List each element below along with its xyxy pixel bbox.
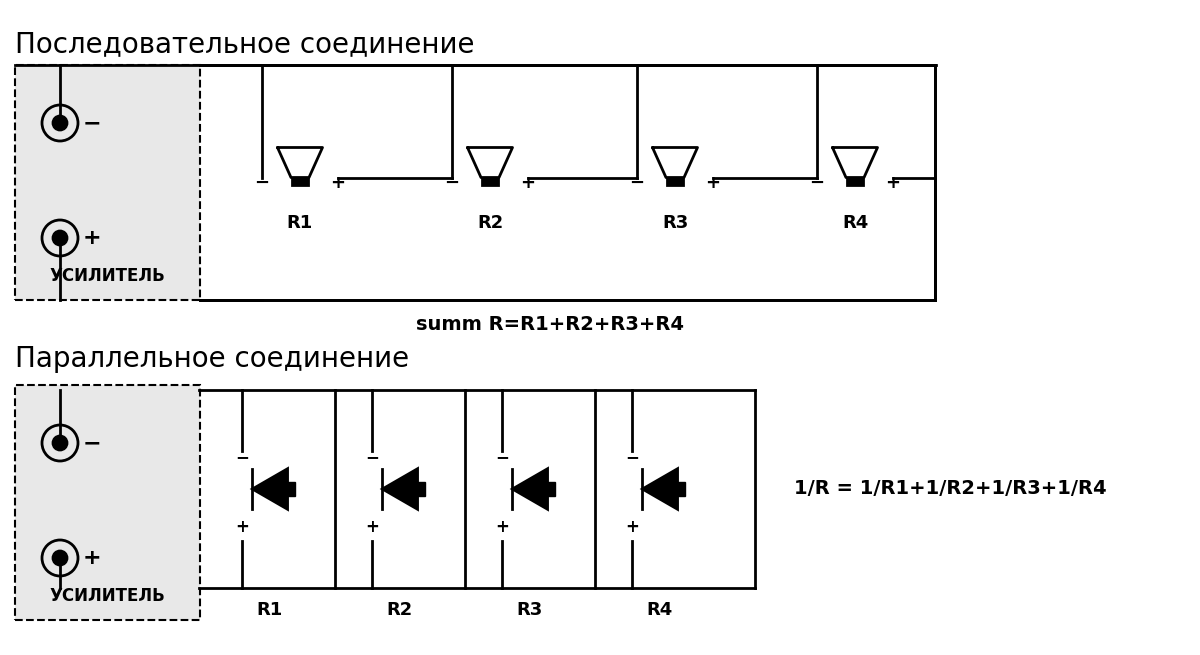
- Text: R2: R2: [386, 601, 413, 619]
- Text: +: +: [83, 228, 101, 248]
- FancyBboxPatch shape: [14, 385, 200, 620]
- Text: −: −: [235, 448, 248, 466]
- Text: R1: R1: [287, 214, 313, 231]
- Text: R1: R1: [257, 601, 283, 619]
- Text: −: −: [365, 448, 379, 466]
- Text: −: −: [83, 113, 101, 133]
- Text: R2: R2: [476, 214, 503, 231]
- Text: +: +: [706, 174, 720, 191]
- Text: summ R=R1+R2+R3+R4: summ R=R1+R2+R3+R4: [416, 316, 684, 335]
- Circle shape: [53, 116, 67, 130]
- Text: Последовательное соединение: Последовательное соединение: [14, 30, 474, 58]
- Text: +: +: [235, 518, 248, 536]
- Polygon shape: [418, 482, 425, 496]
- Text: +: +: [521, 174, 535, 191]
- Text: +: +: [365, 518, 379, 536]
- Text: −: −: [625, 448, 638, 466]
- Text: +: +: [625, 518, 638, 536]
- Text: R4: R4: [647, 601, 673, 619]
- Text: R3: R3: [662, 214, 688, 231]
- Polygon shape: [482, 178, 498, 185]
- Polygon shape: [847, 178, 863, 185]
- Text: +: +: [330, 174, 346, 191]
- Text: −: −: [83, 433, 101, 453]
- Text: −: −: [630, 174, 644, 191]
- Circle shape: [53, 551, 67, 565]
- Text: +: +: [83, 548, 101, 568]
- Text: −: −: [444, 174, 460, 191]
- Text: R4: R4: [842, 214, 868, 231]
- Text: R3: R3: [517, 601, 544, 619]
- Text: −: −: [254, 174, 270, 191]
- Text: −: −: [810, 174, 824, 191]
- Polygon shape: [642, 469, 678, 509]
- Polygon shape: [678, 482, 685, 496]
- Circle shape: [53, 231, 67, 245]
- Text: УСИЛИТЕЛЬ: УСИЛИТЕЛЬ: [49, 587, 166, 605]
- Text: Параллельное соединение: Параллельное соединение: [14, 345, 409, 373]
- Text: +: +: [496, 518, 509, 536]
- Polygon shape: [512, 469, 547, 509]
- Polygon shape: [667, 178, 683, 185]
- Text: 1/R = 1/R1+1/R2+1/R3+1/R4: 1/R = 1/R1+1/R2+1/R3+1/R4: [793, 479, 1106, 498]
- Polygon shape: [383, 469, 418, 509]
- Polygon shape: [252, 469, 288, 509]
- Text: УСИЛИТЕЛЬ: УСИЛИТЕЛЬ: [49, 267, 166, 285]
- Text: −: −: [496, 448, 509, 466]
- Polygon shape: [292, 178, 308, 185]
- Circle shape: [53, 436, 67, 450]
- Polygon shape: [288, 482, 295, 496]
- Polygon shape: [547, 482, 556, 496]
- Text: +: +: [886, 174, 900, 191]
- FancyBboxPatch shape: [14, 65, 200, 300]
